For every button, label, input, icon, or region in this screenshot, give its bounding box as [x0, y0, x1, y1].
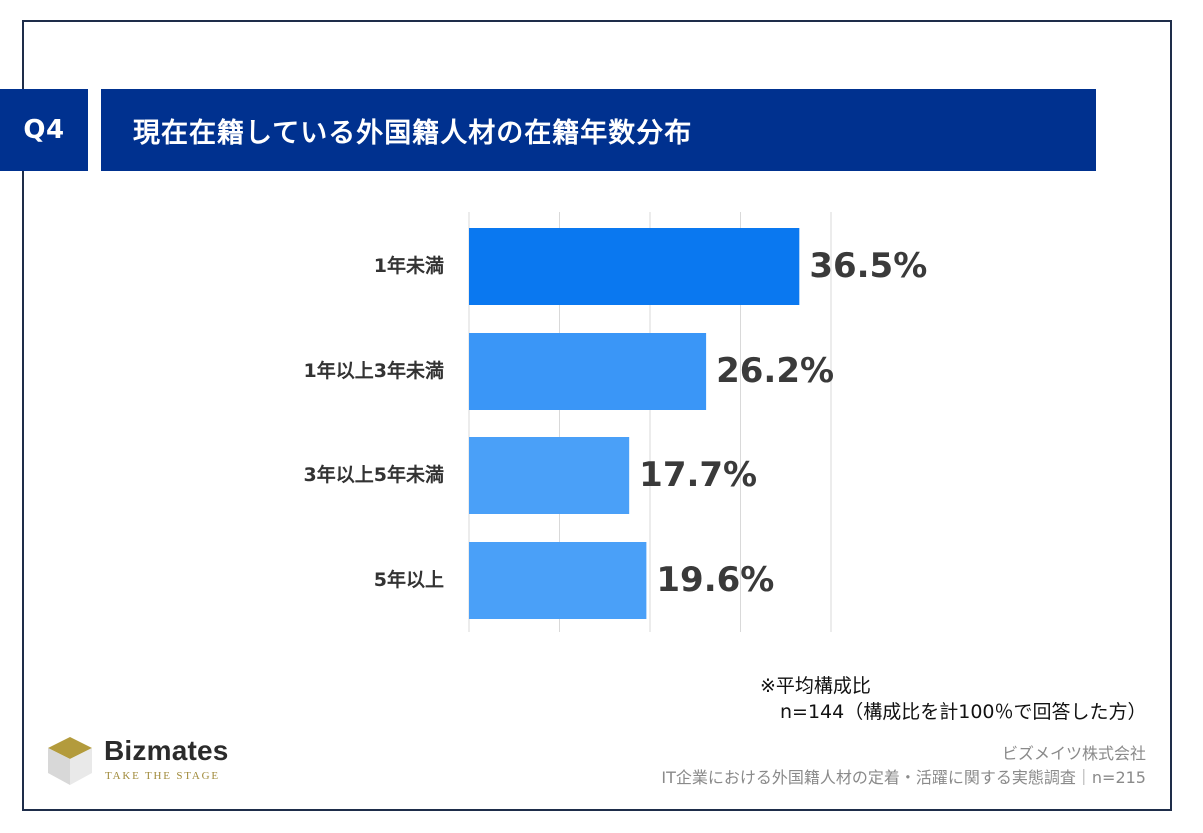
value-label-1: 26.2%	[716, 351, 834, 391]
bars	[469, 228, 800, 619]
chart-title: 現在在籍している外国籍人材の在籍年数分布	[101, 89, 1096, 171]
value-label-2: 17.7%	[639, 455, 757, 495]
category-label-2: 3年以上5年未満	[304, 463, 444, 486]
footer-company: ビズメイツ株式会社	[1001, 744, 1146, 763]
category-labels: 1年未満 1年以上3年未満 3年以上5年未満 5年以上	[304, 254, 444, 591]
category-label-3: 5年以上	[374, 568, 444, 591]
cube-logo-icon	[48, 737, 92, 785]
bar-3	[469, 542, 647, 619]
value-label-3: 19.6%	[656, 560, 774, 600]
question-badge: Q4	[0, 89, 88, 171]
bar-0	[469, 228, 800, 305]
bizmates-logo: Bizmates TAKE THE STAGE	[48, 735, 248, 790]
footer-survey: IT企業における外国籍人材の定着・活躍に関する実態調査｜n=215	[661, 768, 1146, 787]
logo-name: Bizmates	[104, 735, 229, 766]
category-label-0: 1年未満	[374, 254, 444, 277]
note-detail: n=144（構成比を計100％で回答した方）	[780, 701, 1147, 723]
value-label-0: 36.5%	[809, 246, 927, 286]
value-labels: 36.5% 26.2% 17.7% 19.6%	[639, 246, 927, 600]
note-title: ※平均構成比	[760, 675, 871, 697]
bar-2	[469, 437, 630, 514]
logo-tagline: TAKE THE STAGE	[105, 770, 220, 782]
category-label-1: 1年以上3年未満	[304, 359, 444, 382]
bar-1	[469, 333, 707, 410]
